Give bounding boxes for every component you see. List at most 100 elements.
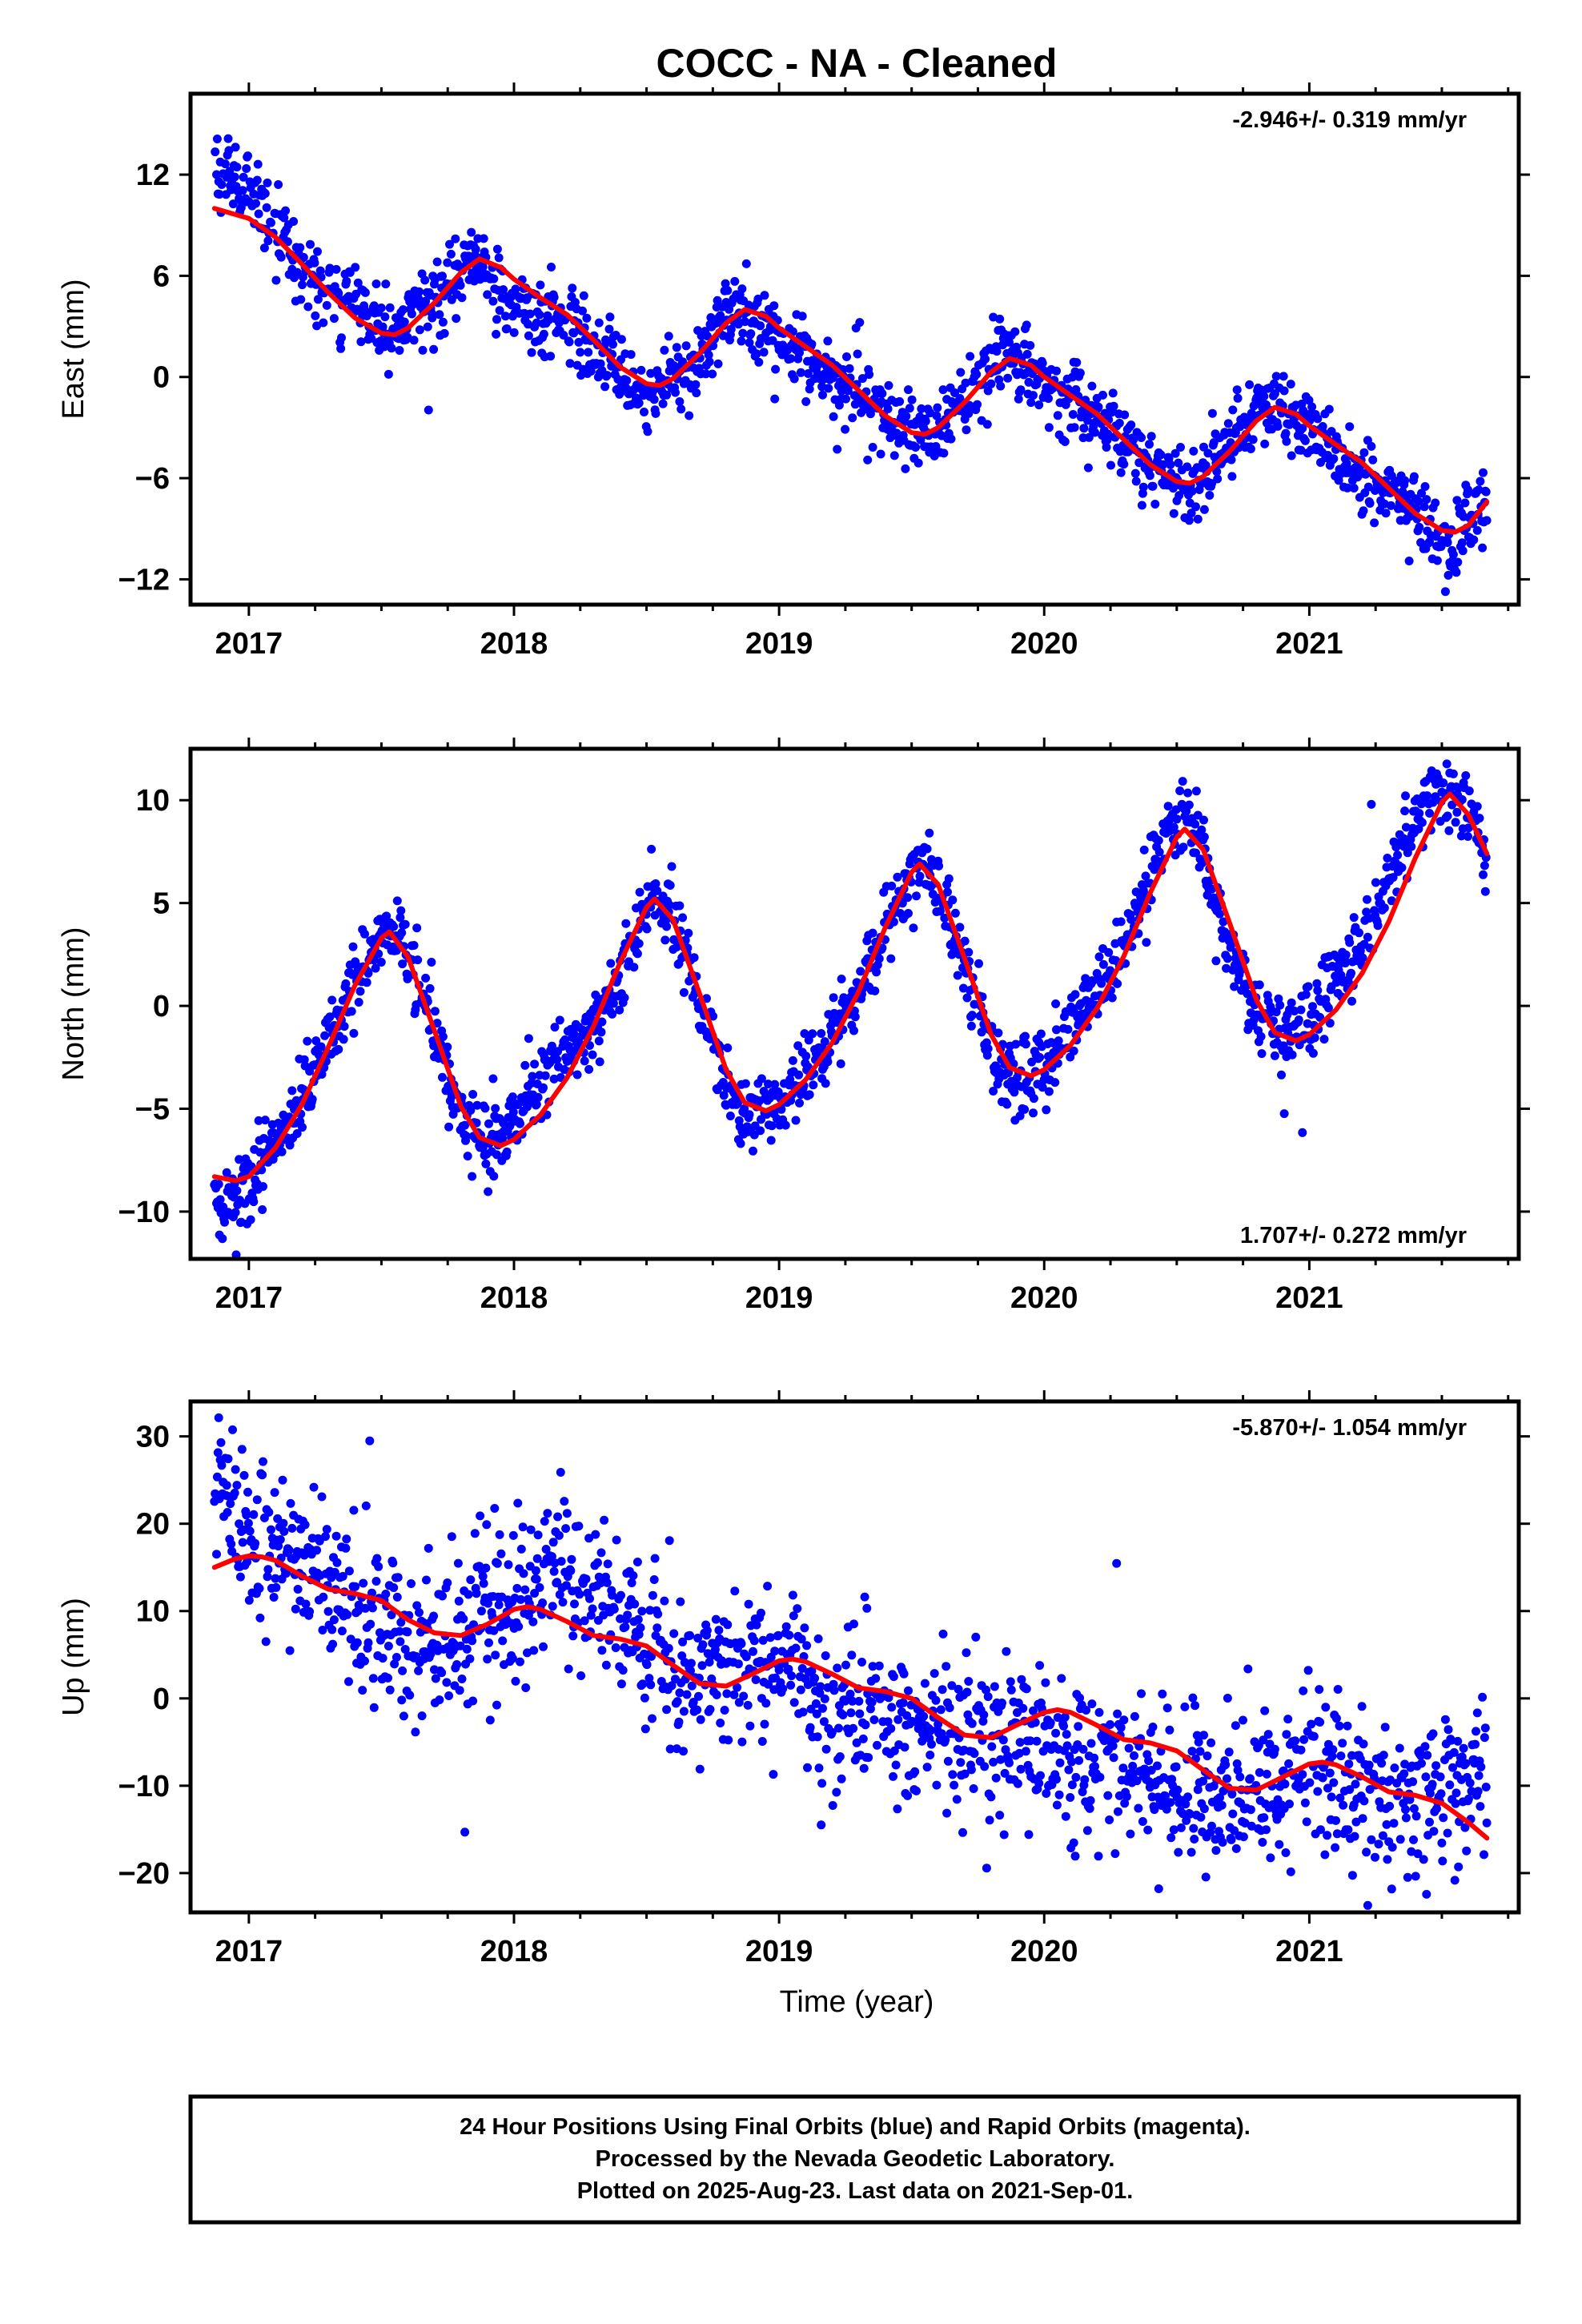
north-data-point: [320, 1031, 330, 1040]
east-data-point: [371, 279, 381, 288]
north-data-point: [800, 1029, 809, 1039]
north-data-point: [1340, 959, 1350, 968]
up-data-point: [492, 1700, 501, 1710]
east-data-point: [385, 303, 395, 312]
north-data-point: [532, 1100, 541, 1109]
up-data-point: [969, 1784, 978, 1793]
up-data-point: [1067, 1780, 1077, 1790]
east-data-point: [259, 243, 269, 253]
north-data-point: [466, 1106, 476, 1115]
north-data-point: [1323, 1003, 1333, 1013]
east-data-point: [1189, 446, 1199, 456]
north-data-point: [438, 1032, 448, 1041]
up-data-point: [504, 1560, 513, 1570]
up-data-point: [819, 1717, 829, 1727]
up-data-point: [244, 1595, 254, 1605]
up-data-point: [1423, 1751, 1432, 1760]
up-data-point: [352, 1638, 362, 1647]
up-data-point: [513, 1498, 523, 1508]
up-data-point: [600, 1515, 609, 1525]
up-data-point: [468, 1636, 477, 1646]
north-data-point: [1154, 836, 1163, 845]
up-data-point: [462, 1644, 472, 1654]
east-data-point: [921, 416, 930, 426]
east-data-point: [1138, 489, 1147, 498]
east-data-point: [1432, 556, 1442, 565]
up-data-point: [861, 1720, 870, 1730]
north-data-point: [1464, 823, 1473, 833]
up-data-point: [581, 1574, 591, 1584]
north-data-point: [460, 1120, 470, 1130]
up-data-point: [558, 1598, 568, 1607]
up-data-point: [857, 1658, 866, 1667]
up-data-point: [1095, 1772, 1105, 1782]
up-data-point: [535, 1582, 544, 1592]
up-data-point: [718, 1917, 727, 1926]
east-data-point: [407, 309, 416, 319]
up-data-point: [282, 1569, 291, 1578]
north-data-point: [1098, 959, 1108, 969]
east-data-point: [271, 275, 281, 285]
north-data-point: [1388, 873, 1398, 883]
up-data-point: [1203, 1751, 1212, 1761]
north-data-point: [1035, 1052, 1045, 1062]
up-data-point: [514, 1622, 524, 1631]
north-data-point: [1070, 990, 1080, 999]
up-data-point: [1227, 1835, 1236, 1844]
east-data-point: [315, 266, 325, 275]
up-data-point: [849, 1723, 858, 1733]
east-data-point: [1026, 340, 1035, 350]
north-data-point: [355, 987, 365, 996]
north-data-point: [672, 943, 681, 951]
up-data-point: [1408, 1777, 1418, 1787]
up-y-tick-label: −10: [118, 1770, 170, 1803]
east-y-tick-label: −6: [135, 462, 170, 496]
up-data-point: [757, 1608, 765, 1618]
north-data-point: [1050, 1078, 1060, 1088]
north-data-point: [1480, 861, 1489, 870]
north-data-point: [874, 954, 884, 963]
up-data-point: [1371, 1852, 1379, 1862]
east-data-point: [1334, 476, 1343, 485]
up-data-point: [351, 1582, 360, 1591]
up-data-point: [1283, 1715, 1293, 1724]
east-data-point: [1440, 587, 1450, 597]
up-data-point: [1255, 1767, 1264, 1777]
up-data-point: [652, 1623, 662, 1633]
up-data-point: [773, 1630, 783, 1640]
north-data-point: [362, 978, 371, 987]
east-data-point: [1227, 455, 1236, 464]
up-data-point: [1232, 1759, 1242, 1768]
north-x-tick-label: 2018: [480, 1281, 548, 1315]
up-scatter-points: [210, 1413, 1492, 1926]
up-data-point: [1478, 1692, 1488, 1702]
east-data-point: [1022, 320, 1031, 330]
up-data-point: [317, 1492, 327, 1502]
up-data-point: [1300, 1798, 1310, 1807]
north-data-point: [870, 986, 880, 995]
east-data-point: [961, 378, 970, 388]
up-data-point: [926, 1751, 935, 1759]
up-data-point: [793, 1604, 802, 1614]
north-data-point: [770, 1080, 780, 1089]
east-data-point: [457, 293, 467, 303]
up-data-point: [938, 1629, 948, 1638]
east-data-point: [932, 411, 942, 420]
up-data-point: [1315, 1685, 1324, 1695]
up-data-point: [814, 1763, 824, 1773]
up-data-point: [518, 1522, 528, 1532]
up-data-point: [1303, 1666, 1313, 1675]
north-data-point: [468, 1172, 477, 1181]
up-data-point: [349, 1506, 359, 1515]
east-data-point: [708, 369, 717, 379]
north-data-point: [1452, 807, 1462, 817]
up-data-point: [1401, 1805, 1410, 1815]
up-data-point: [1405, 1795, 1415, 1804]
up-data-point: [1189, 1823, 1199, 1833]
north-data-point: [1315, 1012, 1325, 1022]
up-data-point: [835, 1752, 845, 1761]
up-data-point: [331, 1531, 341, 1541]
east-data-point: [380, 312, 390, 322]
east-data-point: [973, 400, 982, 409]
north-data-point: [1401, 791, 1410, 801]
